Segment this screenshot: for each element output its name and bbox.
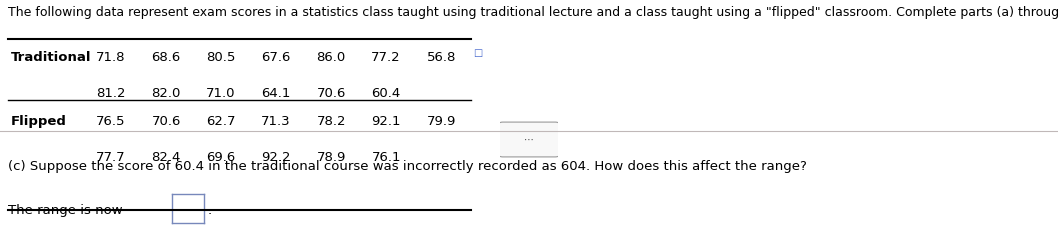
Text: 71.0: 71.0 <box>206 87 236 100</box>
Text: □: □ <box>473 48 482 58</box>
Text: 76.1: 76.1 <box>371 151 401 164</box>
Text: 77.2: 77.2 <box>371 51 401 64</box>
Text: 82.4: 82.4 <box>151 151 181 164</box>
Text: (c) Suppose the score of 60.4 in the traditional course was incorrectly recorded: (c) Suppose the score of 60.4 in the tra… <box>8 160 807 173</box>
Text: 70.6: 70.6 <box>316 87 346 100</box>
Text: 78.9: 78.9 <box>316 151 346 164</box>
Text: The range is now: The range is now <box>8 204 123 217</box>
Text: Traditional: Traditional <box>11 51 91 64</box>
Text: 67.6: 67.6 <box>261 51 291 64</box>
Text: 79.9: 79.9 <box>426 115 456 128</box>
Text: 71.3: 71.3 <box>261 115 291 128</box>
Text: 62.7: 62.7 <box>206 115 236 128</box>
Text: 82.0: 82.0 <box>151 87 181 100</box>
Text: Flipped: Flipped <box>11 115 67 128</box>
Text: 60.4: 60.4 <box>371 87 401 100</box>
Text: .: . <box>207 204 212 217</box>
Text: 78.2: 78.2 <box>316 115 346 128</box>
Text: 92.1: 92.1 <box>371 115 401 128</box>
Text: 69.6: 69.6 <box>206 151 236 164</box>
FancyBboxPatch shape <box>498 122 560 157</box>
Text: 80.5: 80.5 <box>206 51 236 64</box>
Text: 77.7: 77.7 <box>96 151 126 164</box>
Text: 70.6: 70.6 <box>151 115 181 128</box>
Text: 86.0: 86.0 <box>316 51 346 64</box>
Text: 64.1: 64.1 <box>261 87 291 100</box>
Text: 92.2: 92.2 <box>261 151 291 164</box>
Text: The following data represent exam scores in a statistics class taught using trad: The following data represent exam scores… <box>8 6 1058 19</box>
Text: 56.8: 56.8 <box>426 51 456 64</box>
Text: 81.2: 81.2 <box>96 87 126 100</box>
Text: 68.6: 68.6 <box>151 51 181 64</box>
Text: 76.5: 76.5 <box>96 115 126 128</box>
Text: ⋯: ⋯ <box>524 135 534 144</box>
Text: 71.8: 71.8 <box>96 51 126 64</box>
